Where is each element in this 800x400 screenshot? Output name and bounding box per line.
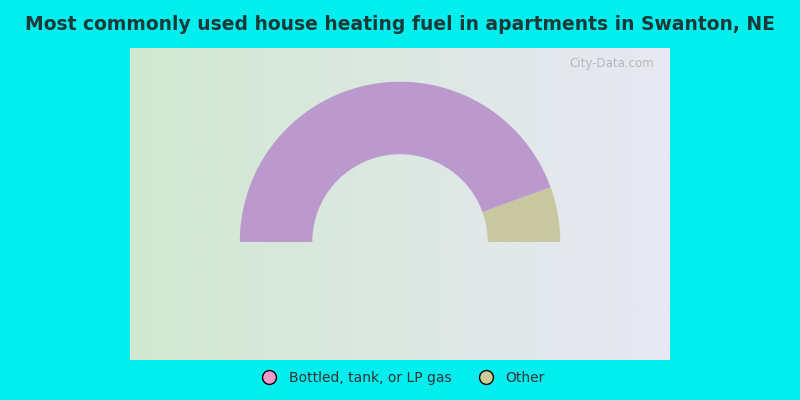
Text: City-Data.com: City-Data.com — [569, 57, 654, 70]
Polygon shape — [240, 82, 550, 242]
Legend: Bottled, tank, or LP gas, Other: Bottled, tank, or LP gas, Other — [250, 366, 550, 390]
Text: Most commonly used house heating fuel in apartments in Swanton, NE: Most commonly used house heating fuel in… — [25, 14, 775, 34]
Polygon shape — [482, 187, 560, 242]
